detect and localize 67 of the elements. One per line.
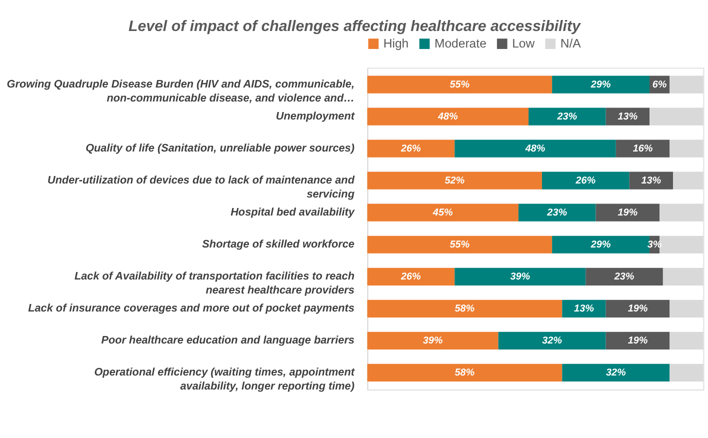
data-label: 48%: [524, 143, 546, 154]
bar: [367, 364, 562, 382]
data-label: 26%: [400, 143, 422, 154]
y-tick-label: Unemployment: [276, 110, 355, 122]
y-tick-label: Shortage of skilled workforce: [202, 238, 354, 250]
data-label: 13%: [641, 175, 662, 186]
legend-label: Moderate: [434, 36, 487, 51]
bar: [367, 108, 529, 126]
data-label: 6%: [652, 79, 667, 90]
y-tick-label: Under-utilization of devices due to lack of maintenance and servicing: [47, 174, 355, 201]
data-label: 45%: [432, 207, 453, 218]
legend-label: N/A: [560, 36, 582, 51]
bar: [542, 172, 630, 190]
y-tick-label: Poor healthcare education and language barriers: [101, 334, 354, 347]
data-label: 55%: [450, 239, 470, 250]
bar: [498, 332, 606, 350]
data-label: 29%: [590, 79, 611, 90]
bar: [586, 268, 663, 286]
bar: [367, 300, 562, 318]
data-label: 48%: [436, 111, 458, 122]
bar: [606, 108, 650, 126]
data-label: 13%: [618, 111, 638, 122]
bar: [367, 268, 455, 286]
data-label: 23%: [556, 111, 578, 122]
data-label: 23%: [613, 271, 634, 282]
bar: [367, 140, 455, 158]
y-tick-label: Lack of insurance coverages and more out of pocket payments: [28, 302, 354, 315]
bar: [454, 140, 616, 158]
bar: [606, 332, 670, 350]
y-tick-label: Operational efficiency (waiting times, appointment availability, longer reporting time): [94, 366, 355, 393]
y-tick-label: Growing Quadruple Disease Burden (HIV and AIDS, communicable, non-communicable disease, and violence and…: [6, 78, 354, 105]
y-tick-label: Hospital bed availability: [230, 206, 356, 218]
bar: [518, 204, 596, 222]
legend-label: Low: [512, 36, 535, 51]
y-tick-label: Lack of Availability of transportation facilities to reach nearest healthcare providers: [74, 270, 355, 297]
data-label: 19%: [628, 304, 648, 315]
bar: [606, 300, 670, 318]
data-label: 39%: [422, 336, 443, 347]
data-label: 16%: [632, 143, 653, 154]
bar: [367, 172, 542, 190]
bar: [552, 76, 650, 94]
data-label: 39%: [510, 271, 530, 282]
data-label: 58%: [454, 368, 475, 379]
data-label: 19%: [628, 336, 648, 347]
bar: [562, 364, 670, 382]
bar: [454, 268, 586, 286]
y-tick-label: Quality of life (Sanitation, unreliable power sources): [86, 142, 355, 154]
bar: [367, 236, 552, 254]
bar: [367, 204, 518, 222]
bar: [596, 204, 660, 222]
data-label: 52%: [444, 175, 465, 186]
data-label: 32%: [606, 368, 626, 379]
data-label: 23%: [546, 207, 568, 218]
data-label: 29%: [590, 239, 611, 250]
data-label: 26%: [400, 271, 422, 282]
bar: [367, 332, 498, 350]
data-label: 26%: [574, 175, 596, 186]
bar: [616, 140, 670, 158]
data-label: 32%: [542, 336, 562, 347]
data-label: 13%: [574, 304, 594, 315]
bar: [528, 108, 606, 126]
legend-label: High: [383, 36, 409, 51]
bar: [367, 76, 552, 94]
data-label: 55%: [450, 79, 470, 90]
chart-title: Level of impact of challenges affecting healthcare accessibility: [128, 18, 582, 35]
data-label: 19%: [618, 207, 638, 218]
data-label: 58%: [454, 304, 475, 315]
